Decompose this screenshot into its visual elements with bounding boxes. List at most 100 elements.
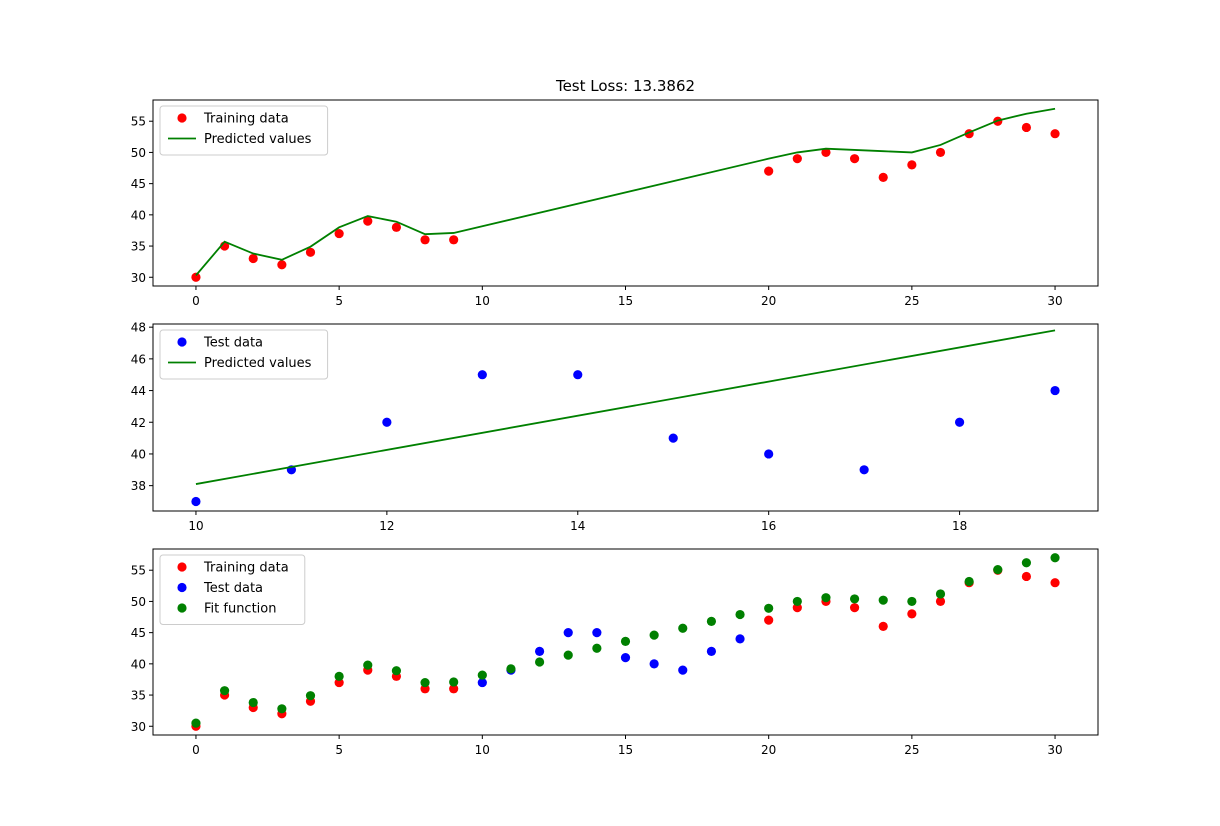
bottom-panel-all-data-fit: 0 5 10 15 20 25 30 30 35 40 45 50 55 Training data Tes…	[131, 548, 1099, 757]
data-point	[706, 646, 717, 656]
x-tick-label: 12	[379, 519, 394, 533]
data-point	[735, 634, 745, 644]
x-tick-label: 14	[570, 519, 585, 533]
data-point	[1050, 578, 1060, 588]
data-point	[449, 684, 459, 694]
y-tick-label: 50	[131, 146, 146, 160]
data-point	[191, 718, 201, 728]
data-point	[277, 260, 287, 270]
x-tick-label: 10	[188, 519, 203, 533]
legend-marker-swatch	[177, 337, 187, 347]
data-point	[506, 664, 516, 674]
data-point	[620, 636, 631, 646]
legend-item: Test data	[177, 336, 263, 351]
legend-marker-swatch	[177, 113, 187, 123]
data-point	[764, 603, 774, 613]
data-point	[849, 154, 860, 164]
legend-item: Test data	[177, 581, 263, 596]
x-tick-label: 5	[335, 294, 343, 308]
x-tick-label: 15	[618, 743, 633, 757]
y-tick-label: 35	[131, 240, 146, 254]
data-point	[678, 665, 688, 675]
data-point	[764, 449, 774, 459]
data-point	[678, 623, 688, 633]
data-point	[668, 433, 678, 443]
data-point	[449, 235, 459, 245]
y-tick-label: 55	[131, 564, 146, 578]
data-point	[420, 235, 430, 245]
legend-label: Training data	[203, 112, 289, 127]
data-point	[191, 496, 201, 507]
data-point	[878, 172, 888, 182]
data-point	[993, 565, 1003, 575]
y-tick-label: 44	[131, 384, 146, 398]
x-tick-label: 16	[761, 519, 776, 533]
legend-item: Fit function	[177, 602, 276, 617]
y-tick-label: 38	[131, 479, 146, 493]
legend: Training data Test data Fit function	[159, 554, 306, 625]
data-point	[859, 465, 869, 475]
data-point	[649, 630, 659, 640]
legend-label: Test data	[203, 336, 263, 351]
x-tick-label: 0	[192, 743, 200, 757]
data-point	[420, 677, 430, 688]
chart-title: Test Loss: 13.3862	[555, 77, 695, 95]
data-point	[305, 691, 316, 701]
series-fit-function	[191, 553, 1060, 728]
data-point	[477, 370, 487, 380]
series-line	[195, 329, 1056, 485]
y-tick-label: 40	[131, 447, 146, 461]
legend-label: Fit function	[204, 602, 276, 617]
data-point	[592, 628, 602, 638]
x-tick-label: 10	[475, 743, 490, 757]
series-line	[195, 107, 1056, 276]
data-point	[1050, 129, 1060, 139]
legend-marker-swatch	[177, 603, 187, 613]
y-tick-label: 42	[131, 416, 146, 430]
data-point	[477, 677, 487, 688]
y-tick-label: 40	[131, 208, 146, 222]
x-tick-label: 20	[761, 294, 776, 308]
data-point	[277, 704, 287, 714]
data-point	[878, 621, 888, 632]
data-point	[248, 697, 258, 708]
legend-item: Predicted values	[168, 356, 312, 371]
y-tick-label: 45	[131, 177, 146, 191]
data-point	[573, 370, 583, 380]
data-point	[391, 222, 402, 232]
data-point	[305, 247, 316, 257]
data-point	[334, 228, 344, 239]
y-tick-label: 48	[131, 321, 146, 335]
legend-box	[159, 554, 306, 625]
x-tick-label: 30	[1047, 294, 1062, 308]
data-point	[363, 660, 373, 670]
data-point	[821, 147, 831, 158]
legend-marker-swatch	[177, 562, 187, 572]
x-tick-label: 10	[475, 294, 490, 308]
x-tick-label: 25	[904, 294, 919, 308]
legend-label: Predicted values	[204, 132, 312, 147]
data-point	[449, 677, 459, 687]
legend-item: Training data	[177, 561, 289, 576]
y-tick-label: 45	[131, 626, 146, 640]
legend-item: Training data	[177, 112, 289, 127]
data-point	[363, 216, 373, 226]
y-tick-label: 46	[131, 352, 146, 366]
series-predicted-values	[195, 329, 1056, 485]
data-point	[907, 609, 917, 619]
axes-frame	[152, 323, 1099, 512]
data-point	[935, 147, 946, 158]
data-point	[191, 272, 201, 282]
y-tick-label: 30	[131, 271, 146, 285]
data-point	[382, 417, 392, 427]
data-point	[620, 653, 631, 663]
data-point	[1050, 553, 1060, 563]
legend: Training data Predicted values	[159, 105, 329, 156]
x-tick-label: 30	[1047, 743, 1062, 757]
data-point	[792, 596, 802, 607]
legend-box	[159, 105, 329, 156]
data-point	[954, 417, 965, 427]
data-point	[1021, 558, 1032, 568]
series-predicted-values	[195, 107, 1056, 276]
data-point	[821, 593, 831, 603]
